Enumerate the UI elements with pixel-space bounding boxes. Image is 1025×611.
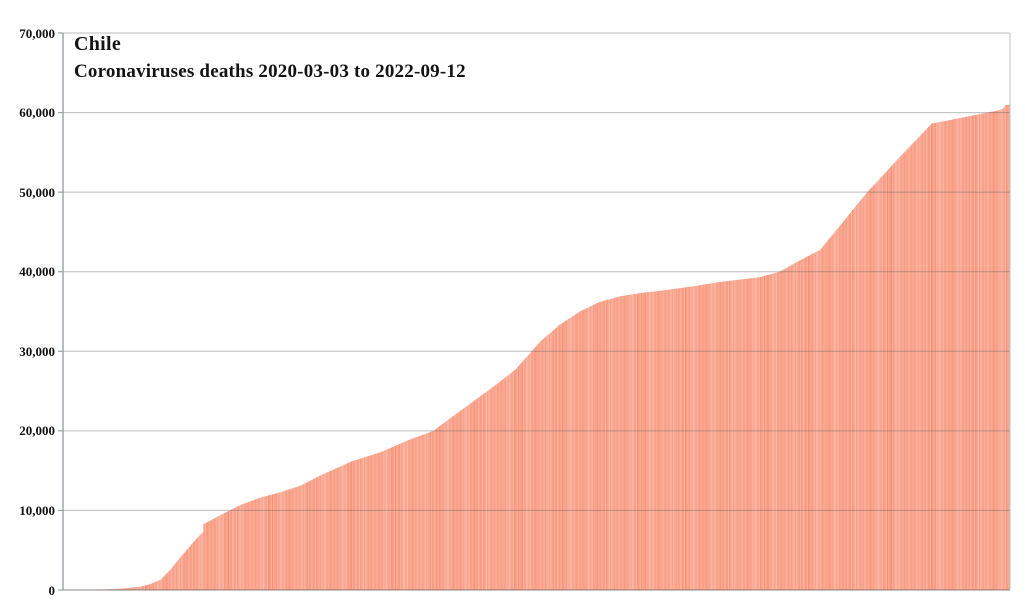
y-axis-tick-label: 40,000 (19, 264, 55, 280)
y-axis-tick-label: 30,000 (19, 343, 55, 359)
y-axis-tick-label: 60,000 (19, 105, 55, 121)
y-axis-tick-label: 0 (48, 582, 56, 598)
y-axis-tick-label: 50,000 (19, 184, 55, 200)
chart-title: Chile (74, 33, 122, 55)
daily-cumulative-bars (87, 104, 1010, 591)
y-axis-tick-label: 20,000 (19, 423, 55, 439)
plot-border (62, 33, 1011, 591)
chart-subtitle: Coronaviruses deaths 2020-03-03 to 2022-… (74, 61, 466, 82)
y-axis-tick-label: 10,000 (19, 502, 55, 518)
y-axis-tick-label: 70,000 (19, 25, 55, 41)
